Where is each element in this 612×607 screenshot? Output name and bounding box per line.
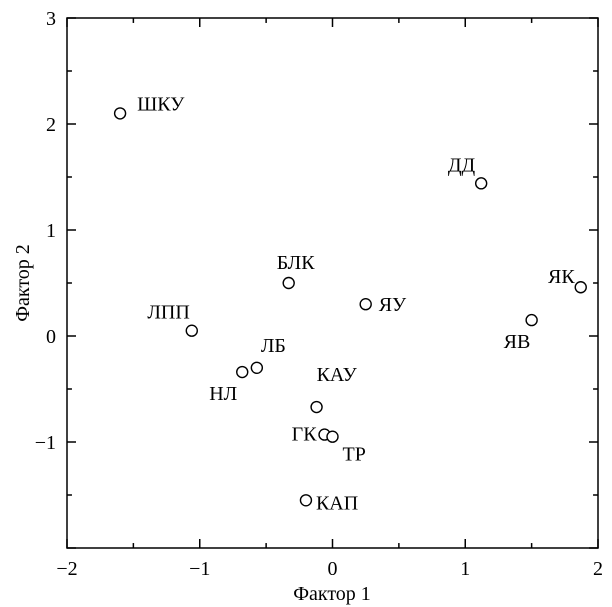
data-points <box>113 107 587 507</box>
y-tick-label: 3 <box>46 8 56 30</box>
point-labels: ШКУ ДД БЛК ЯК ЛПП ЯУ ЯВ ЛБ НЛ КАУ ГК ТР КАП <box>137 93 575 514</box>
point-label: ЛБ <box>261 335 286 357</box>
x-tick-label: −1 <box>189 558 210 580</box>
y-axis-title: Фактор 2 <box>12 244 34 322</box>
x-tick-label: 0 <box>328 558 338 580</box>
point-label: ТР <box>343 444 366 466</box>
y-tick-label: −1 <box>35 432 56 454</box>
tick-labels: −2 −1 0 1 2 −1 0 1 2 3 <box>35 8 603 580</box>
data-point <box>574 281 587 294</box>
data-point <box>474 177 488 190</box>
point-label: ДД <box>448 154 476 176</box>
data-point <box>185 324 198 337</box>
point-label: ЯК <box>548 266 575 288</box>
x-tick-label: −2 <box>56 558 77 580</box>
x-tick-label: 2 <box>593 558 603 580</box>
point-label: БЛК <box>277 252 316 274</box>
point-label: НЛ <box>209 383 237 405</box>
axis-ticks <box>66 17 599 549</box>
point-label: ЯУ <box>379 294 407 316</box>
data-point <box>250 361 264 374</box>
point-label: ГК <box>292 424 318 446</box>
data-point <box>359 298 372 311</box>
data-point <box>525 313 538 327</box>
data-point <box>113 107 127 120</box>
data-point <box>299 494 313 507</box>
data-point <box>236 365 249 379</box>
y-tick-label: 1 <box>46 220 56 242</box>
y-tick-label: 0 <box>46 326 56 348</box>
y-tick-label: 2 <box>46 114 56 136</box>
point-label: КАУ <box>317 364 358 386</box>
data-point <box>282 276 295 290</box>
x-tick-label: 1 <box>460 558 470 580</box>
point-label: ЛПП <box>147 302 189 324</box>
point-label: ШКУ <box>137 93 185 115</box>
point-label: ЯВ <box>504 331 531 353</box>
point-label: КАП <box>316 492 358 514</box>
data-point <box>326 430 339 443</box>
data-point <box>310 400 323 414</box>
x-axis-title: Фактор 1 <box>293 583 371 605</box>
